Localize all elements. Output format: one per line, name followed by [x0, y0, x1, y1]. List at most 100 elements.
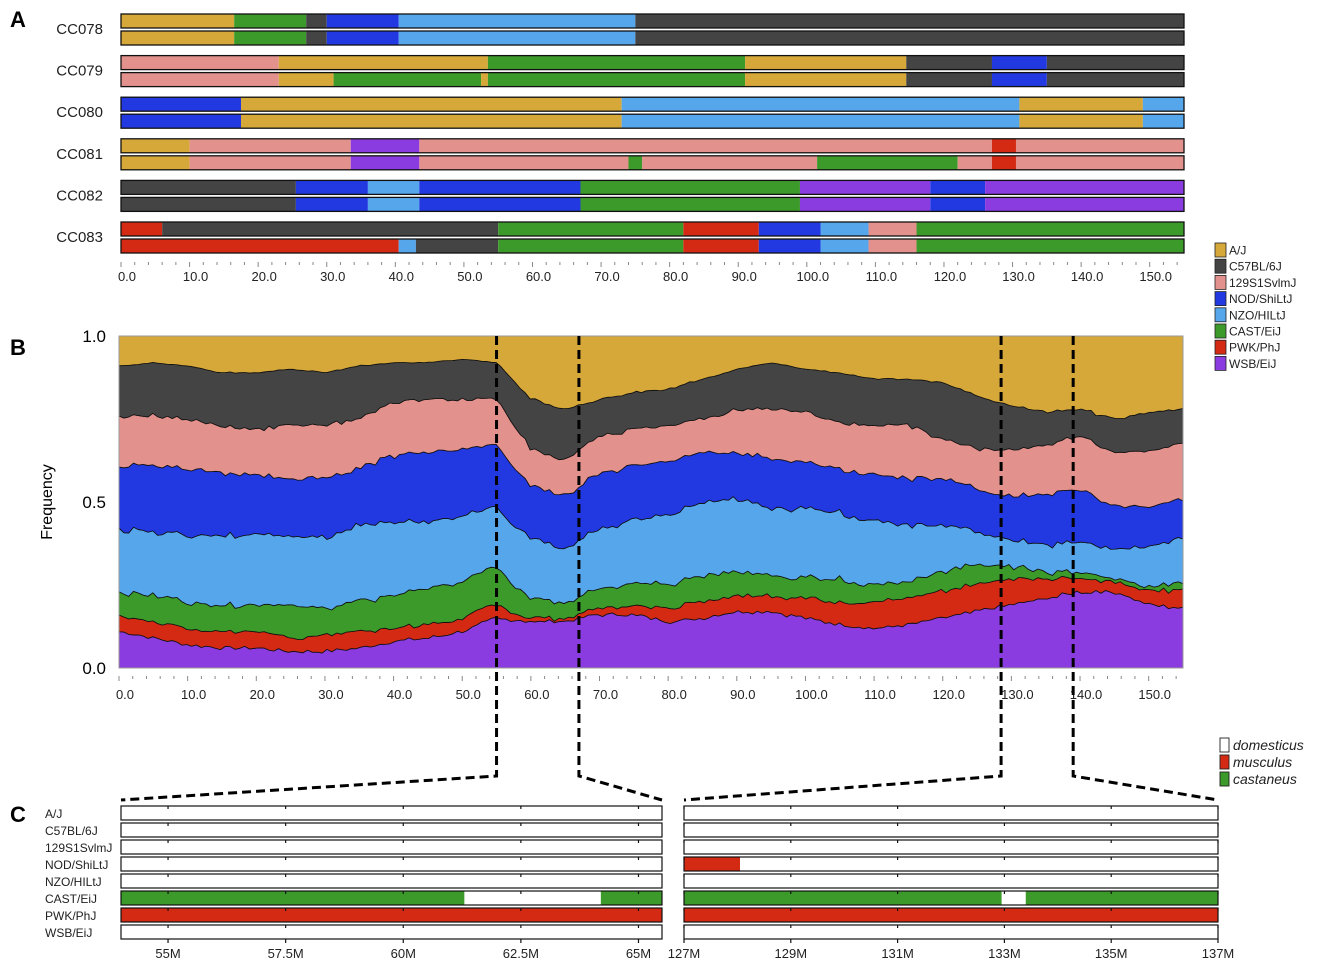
haplotype-segment [635, 31, 1184, 45]
haplotype-segment [991, 72, 1047, 87]
row-label: C57BL/6J [45, 824, 98, 838]
chromosome-outline [120, 138, 1185, 154]
origin-segment [121, 823, 662, 837]
x-tick-label: 57.5M [268, 946, 304, 961]
haplotype-segment [234, 31, 307, 45]
origin-segment [684, 874, 1218, 888]
x-tick-label: 110.0 [866, 269, 898, 284]
chromosome-outline [120, 13, 1185, 29]
haplotype-segment [1046, 55, 1184, 70]
x-tick-label: 60.0 [526, 269, 551, 284]
chromosome-outline [120, 96, 1185, 112]
origin-segment [464, 891, 601, 905]
row-outline [120, 805, 663, 821]
x-tick-label: 30.0 [320, 269, 345, 284]
origin-segment [121, 925, 662, 939]
x-tick-label: 140.0 [1070, 687, 1103, 702]
origin-segment [121, 840, 662, 854]
legend-label: musculus [1233, 754, 1292, 770]
y-tick-label: 0.0 [82, 659, 106, 678]
haplotype-segment [306, 31, 327, 45]
haplotype-segment [121, 114, 242, 129]
haplotype-segment [278, 72, 334, 87]
haplotype-segment [121, 97, 242, 112]
haplotype-segment [642, 155, 818, 170]
row-label: NZO/HILtJ [45, 875, 102, 889]
row-outline [683, 839, 1219, 855]
legend-label: domesticus [1233, 737, 1304, 753]
haplotype-segment [326, 14, 399, 28]
strain-label: CC079 [56, 63, 103, 80]
strain-label: CC080 [56, 104, 103, 121]
haplotype-segment [985, 197, 1184, 212]
panel-label-c: C [10, 802, 26, 827]
legend-swatch [1219, 771, 1230, 787]
origin-segment [684, 925, 1218, 939]
haplotype-segment [367, 180, 420, 195]
x-tick-label: 150.0 [1139, 269, 1172, 284]
haplotype-segment [991, 155, 1016, 170]
chromosome-outline [120, 30, 1185, 46]
origin-segment [121, 891, 465, 905]
x-tick-label: 150.0 [1138, 687, 1171, 702]
row-outline [120, 890, 663, 906]
legend-label: NOD/ShiLtJ [1229, 292, 1292, 306]
haplotype-segment [1015, 155, 1184, 170]
haplotype-segment [398, 31, 636, 45]
legend-swatch [1214, 323, 1227, 339]
row-label: PWK/PhJ [45, 909, 96, 923]
haplotype-segment [295, 197, 368, 212]
haplotype-segment [121, 197, 296, 212]
legend-label: castaneus [1233, 771, 1297, 787]
x-tick-label: 30.0 [318, 687, 343, 702]
legend-swatch [1214, 339, 1227, 355]
y-tick-label: 0.5 [82, 493, 106, 512]
row-label: 129S1SvlmJ [45, 841, 112, 855]
haplotype-segment [868, 222, 917, 236]
haplotype-segment [419, 138, 992, 153]
haplotype-segment [333, 72, 482, 87]
row-outline [120, 873, 663, 889]
panel-label-b: B [10, 335, 26, 360]
haplotype-segment [498, 239, 684, 253]
haplotype-segment [621, 114, 1020, 129]
haplotype-segment [241, 114, 622, 129]
haplotype-segment [799, 197, 931, 212]
strain-label: CC078 [56, 21, 103, 38]
legend-label: A/J [1229, 244, 1246, 258]
haplotype-segment [930, 197, 986, 212]
legend-label: CAST/EiJ [1229, 325, 1281, 339]
x-tick-label: 62.5M [503, 946, 539, 961]
haplotype-segment [985, 180, 1184, 195]
haplotype-segment [991, 55, 1047, 70]
haplotype-segment [916, 222, 1184, 236]
y-axis-label: Frequency [39, 464, 56, 540]
x-tick-label: 130.0 [1001, 687, 1034, 702]
haplotype-segment [419, 197, 581, 212]
legend-swatch [1214, 242, 1227, 258]
zoom-connector [683, 336, 1003, 802]
origin-segment [600, 891, 662, 905]
haplotype-segment [1046, 72, 1184, 87]
haplotype-segment [1019, 97, 1143, 112]
x-tick-label: 60.0 [524, 687, 549, 702]
plot-frame [118, 335, 1184, 669]
x-tick-label: 40.0 [389, 269, 414, 284]
strain-label: CC083 [56, 229, 103, 246]
x-tick-label: 65M [626, 946, 651, 961]
haplotype-segment [121, 31, 235, 45]
haplotype-segment [350, 138, 420, 153]
x-tick-label: 120.0 [932, 687, 965, 702]
haplotype-segment [930, 180, 986, 195]
origin-segment [684, 840, 1218, 854]
x-tick-label: 40.0 [387, 687, 412, 702]
x-tick-label: 70.0 [593, 687, 618, 702]
haplotype-segment [1142, 97, 1184, 112]
row-label: WSB/EiJ [45, 926, 92, 940]
haplotype-segment [295, 180, 368, 195]
row-outline [120, 856, 663, 872]
chromosome-outline [120, 71, 1185, 88]
founder-legend: A/J C57BL/6J 129S1SvlmJ NOD/ShiLtJ NZO/HILtJ… [1214, 242, 1296, 371]
haplotype-segment [906, 55, 992, 70]
haplotype-segment [398, 14, 636, 28]
